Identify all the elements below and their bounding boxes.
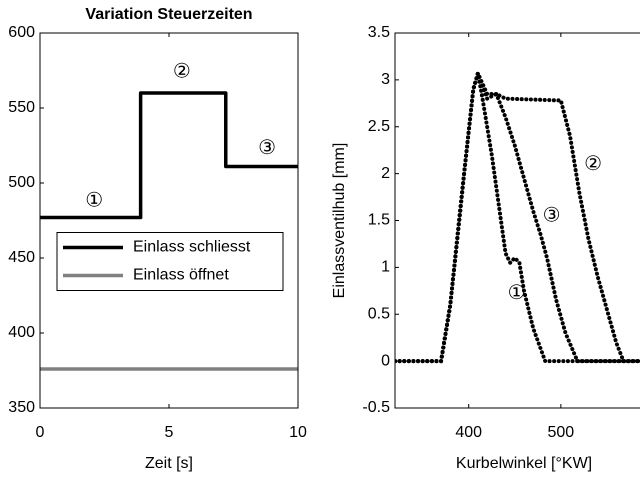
y-tick-label: 350 <box>8 399 35 416</box>
y-tick-label: 0 <box>381 352 390 369</box>
axes-box <box>394 32 640 409</box>
legend-label: Einlass öffnet <box>133 267 229 284</box>
annotation: ① <box>508 280 526 304</box>
y-tick-label: 550 <box>8 99 35 116</box>
y-axis-label: Einlassventilhub [mm] <box>331 143 348 299</box>
legend-label: Einlass schliesst <box>133 239 251 256</box>
x-tick-label: 400 <box>455 424 482 441</box>
x-tick-label: 10 <box>289 424 307 441</box>
y-tick-label: 3 <box>381 71 390 88</box>
y-tick-label: 2.5 <box>368 118 390 135</box>
y-tick-label: 2 <box>381 165 390 182</box>
y-tick-label: 0.5 <box>368 305 390 322</box>
annotation: ① <box>85 188 103 212</box>
plot-area <box>40 91 298 371</box>
y-tick-label: -0.5 <box>362 399 390 416</box>
plot-area <box>395 71 640 364</box>
y-tick-label: 1 <box>381 259 390 276</box>
y-tick-label: 1.5 <box>368 212 390 229</box>
axes-box <box>39 32 299 409</box>
annotation: ② <box>173 59 191 83</box>
y-tick-label: 400 <box>8 324 35 341</box>
chart-title: Variation Steuerzeiten <box>85 6 252 23</box>
data-line <box>395 71 640 364</box>
x-tick-label: 5 <box>165 424 174 441</box>
annotation: ③ <box>543 202 561 226</box>
legend-box <box>56 232 284 291</box>
annotation: ② <box>584 151 602 175</box>
x-tick-label: 500 <box>548 424 575 441</box>
y-tick-label: 3.5 <box>368 24 390 41</box>
y-tick-label: 450 <box>8 249 35 266</box>
x-axis-label: Zeit [s] <box>145 455 193 472</box>
data-line <box>395 71 640 364</box>
x-axis-label: Kurbelwinkel [°KW] <box>456 455 592 472</box>
data-line <box>40 91 298 220</box>
data-line <box>395 71 640 364</box>
y-tick-label: 500 <box>8 174 35 191</box>
annotation: ③ <box>258 135 276 159</box>
y-tick-label: 600 <box>8 24 35 41</box>
x-tick-label: 0 <box>36 424 45 441</box>
